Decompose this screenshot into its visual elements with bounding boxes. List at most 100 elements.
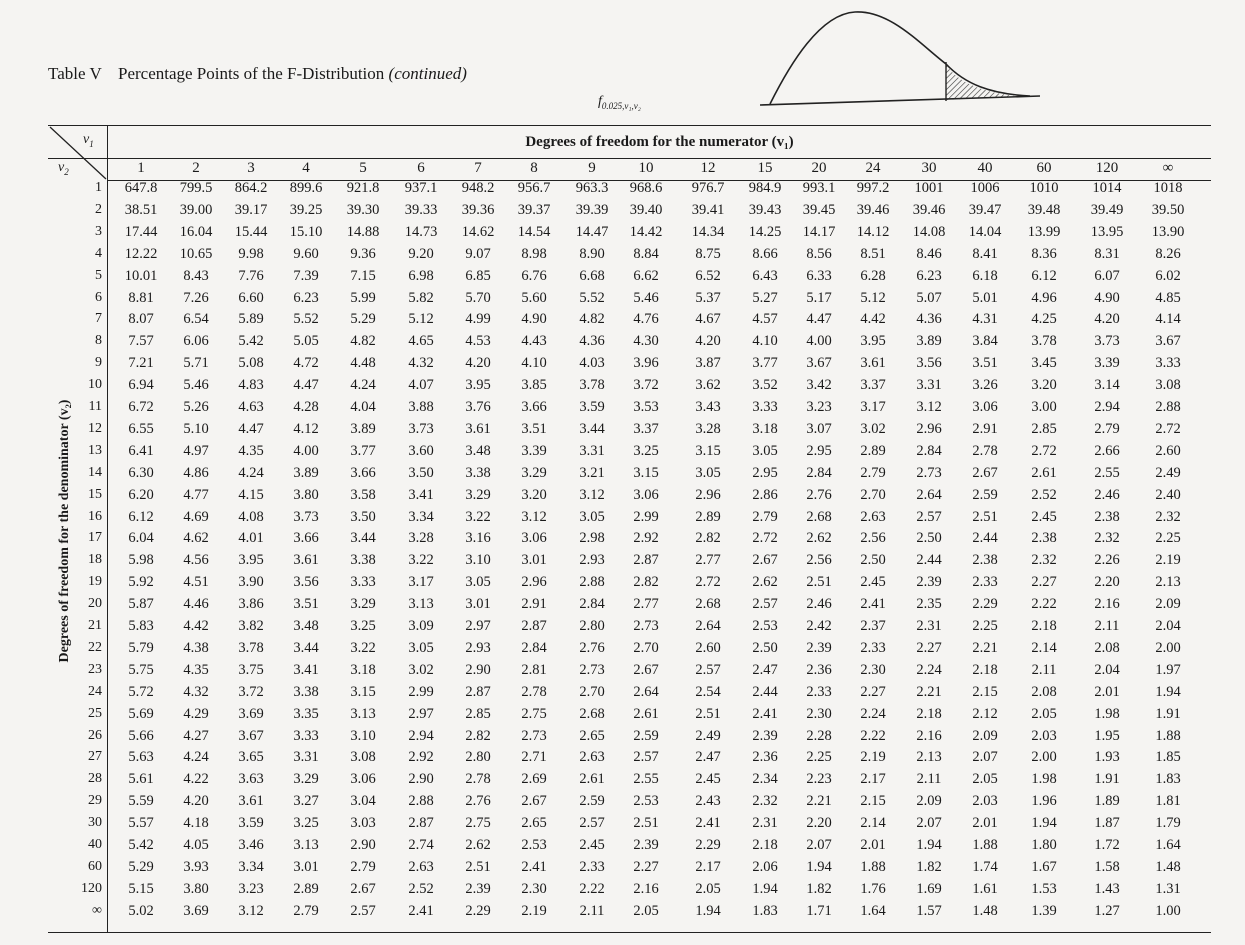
row-header: 18 (88, 552, 102, 568)
table-cell: 1.82 (806, 880, 832, 897)
table-cell: 3.44 (293, 639, 319, 656)
table-cell: 2.04 (1155, 618, 1181, 634)
table-cell: 3.77 (350, 442, 376, 459)
table-cell: 2.59 (633, 727, 659, 744)
table-cell: 3.09 (408, 618, 434, 634)
table-cell: 1.94 (752, 880, 778, 897)
table-cell: 2.87 (465, 683, 491, 700)
table-cell: 3.29 (521, 464, 547, 481)
table-cell: 3.75 (238, 661, 264, 678)
table-cell: 39.30 (346, 201, 380, 218)
table-cell: 2.94 (408, 727, 434, 744)
table-cell: 14.17 (802, 223, 836, 240)
table-cell: 2.51 (806, 574, 832, 591)
table-cell: 2.27 (633, 858, 659, 875)
table-cell: 3.31 (293, 749, 319, 766)
table-cell: 1.53 (1031, 880, 1057, 897)
table-cell: 1.27 (1094, 902, 1120, 919)
table-cell: 3.48 (465, 442, 491, 459)
row-header: 3 (95, 223, 102, 239)
table-cell: 864.2 (234, 180, 268, 196)
table-cell: 2.72 (1155, 420, 1181, 437)
table-cell: 3.05 (579, 508, 605, 525)
table-cell: 2.55 (1094, 464, 1120, 481)
table-cell: 2.41 (860, 596, 886, 613)
table-cell: 2.18 (752, 837, 778, 853)
table-cell: 2.57 (350, 902, 376, 919)
table-cell: 1.88 (860, 858, 886, 875)
table-cell: 2.38 (1094, 508, 1120, 525)
table-cell: 6.02 (1155, 267, 1181, 284)
table-cell: 2.98 (579, 530, 605, 547)
table-cell: 2.44 (752, 683, 778, 700)
table-cell: 3.04 (350, 793, 376, 810)
table-cell: 13.99 (1027, 223, 1061, 240)
table-cell: 2.65 (579, 727, 605, 744)
table-cell: 5.01 (972, 289, 998, 306)
table-cell: 4.08 (238, 508, 264, 525)
table-cell: 6.20 (128, 486, 154, 503)
table-cell: 3.16 (465, 530, 491, 547)
table-cell: 1.43 (1094, 880, 1120, 897)
table-cell: 2.95 (752, 464, 778, 481)
table-cell: 4.28 (293, 399, 319, 415)
table-cell: 2.41 (521, 858, 547, 875)
table-cell: 2.79 (350, 858, 376, 875)
table-cell: 4.96 (1031, 289, 1057, 306)
table-cell: 2.82 (633, 574, 659, 591)
table-cell: 4.14 (1155, 311, 1181, 328)
table-cell: 6.28 (860, 267, 886, 284)
table-cell: 5.10 (183, 420, 209, 437)
table-cell: 1.95 (1094, 727, 1120, 744)
table-cell: 2.40 (1155, 486, 1181, 503)
table-cell: 3.33 (293, 727, 319, 744)
row-header: 16 (88, 508, 102, 524)
table-cell: 2.30 (521, 880, 547, 897)
table-cell: 39.49 (1090, 201, 1124, 218)
table-cell: 2.32 (1031, 552, 1057, 569)
table-cell: 14.04 (968, 223, 1002, 240)
table-cell: 2.55 (633, 771, 659, 788)
table-cell: 3.12 (916, 399, 942, 415)
table-cell: 4.42 (183, 618, 209, 634)
table-cell: 2.72 (695, 574, 721, 591)
table-cell: 2.30 (806, 705, 832, 722)
table-cell: 2.29 (695, 837, 721, 853)
table-cell: 2.05 (1031, 705, 1057, 722)
table-cell: 2.63 (408, 858, 434, 875)
table-cell: 6.68 (579, 267, 605, 284)
table-cell: 963.3 (575, 180, 609, 196)
table-cell: 4.04 (350, 399, 376, 415)
table-cell: 2.97 (465, 618, 491, 634)
table-cell: 1.87 (1094, 815, 1120, 832)
table-cell: 1.85 (1155, 749, 1181, 766)
table-cell: 8.98 (521, 245, 547, 262)
table-cell: 2.32 (1094, 530, 1120, 547)
table-cell: 7.57 (128, 333, 154, 350)
table-cell: 3.12 (238, 902, 264, 919)
table-cell: 6.52 (695, 267, 721, 284)
table-cell: 6.30 (128, 464, 154, 481)
table-cell: 6.23 (293, 289, 319, 306)
table-cell: 17.44 (124, 223, 158, 240)
table-cell: 1.69 (916, 880, 942, 897)
table-cell: 5.27 (752, 289, 778, 306)
table-cell: 3.73 (1094, 333, 1120, 350)
table-cell: 2.29 (972, 596, 998, 613)
row-header: 19 (88, 574, 102, 590)
table-cell: 3.80 (183, 880, 209, 897)
table-cell: 2.72 (752, 530, 778, 547)
table-cell: 3.05 (465, 574, 491, 591)
table-cell: 2.92 (408, 749, 434, 766)
table-cell: 2.36 (806, 661, 832, 678)
table-cell: 2.38 (1031, 530, 1057, 547)
table-cell: 3.29 (350, 596, 376, 613)
table-cell: 2.89 (860, 442, 886, 459)
table-cell: 2.19 (1155, 552, 1181, 569)
table-cell: 3.85 (521, 377, 547, 394)
table-cell: 6.12 (128, 508, 154, 525)
table-cell: 9.07 (465, 245, 491, 262)
table-cell: 4.36 (916, 311, 942, 328)
row-header: 5 (95, 267, 102, 283)
table-cell: 4.97 (183, 442, 209, 459)
